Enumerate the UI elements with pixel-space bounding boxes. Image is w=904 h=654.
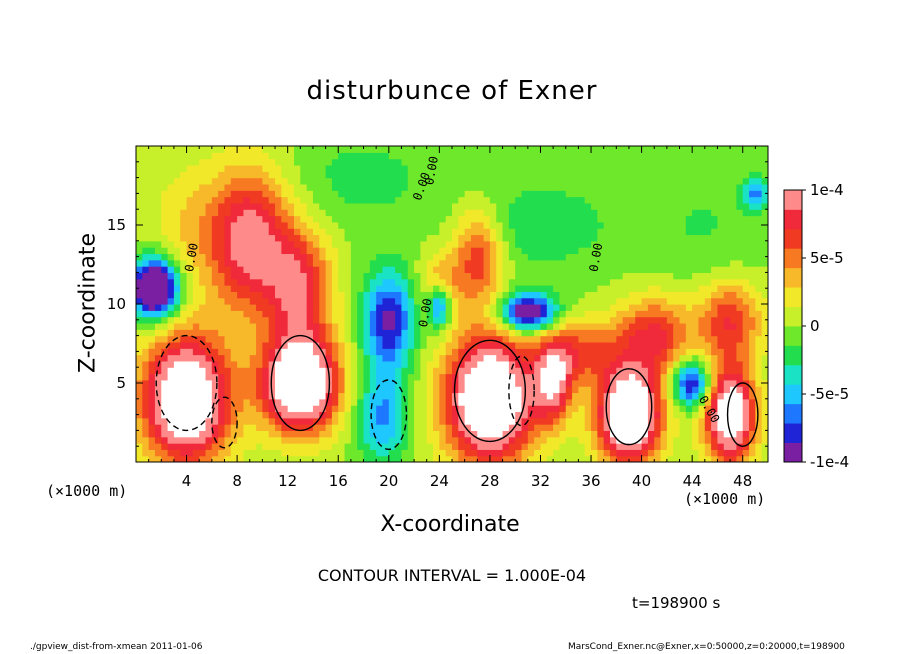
x-tick-label: 24: [430, 472, 449, 490]
footer-left: ./gpview_dist-from-xmean 2011-01-06: [30, 642, 203, 652]
x-tick-label: 8: [232, 472, 242, 490]
x-tick-label: 20: [379, 472, 398, 490]
colorbar-segment: [784, 306, 802, 327]
x-unit-left: (×1000 m): [46, 482, 128, 500]
colorbar-segment: [784, 287, 802, 307]
y-tick-label: 5: [116, 374, 126, 392]
colorbar-tick-label: 1e-4: [810, 181, 844, 199]
chart-title: disturbunce of Exner: [306, 76, 598, 106]
x-tick-label: 4: [182, 472, 192, 490]
colorbar-segment: [784, 364, 802, 385]
x-axis-label: X-coordinate: [380, 512, 520, 537]
contour-label: 0.00: [182, 242, 201, 273]
colorbar-segment: [784, 384, 802, 405]
x-tick-label: 48: [733, 472, 752, 490]
x-tick-label: 12: [278, 472, 297, 490]
colorbar-segment: [784, 209, 802, 230]
colorbar-tick-label: 0: [810, 317, 820, 335]
colorbar-tick-label: -5e-5: [810, 385, 849, 403]
colorbar-segment: [784, 345, 802, 366]
colorbar-segment: [784, 403, 802, 424]
contour-line: [370, 379, 408, 451]
contour-label: 0.00: [416, 297, 435, 328]
colorbar-tick-label: -1e-4: [810, 453, 849, 471]
colorbar-segment: [784, 442, 802, 463]
colorbar: 1e-4 5e-5 0 -5e-5 -1e-4: [783, 181, 849, 471]
contour-line: [270, 334, 331, 432]
colorbar-segment: [784, 423, 802, 443]
colorbar-segment: [784, 228, 802, 249]
x-tick-label: 40: [632, 472, 651, 490]
contour-line: [605, 368, 653, 446]
x-tick-label: 44: [683, 472, 702, 490]
contour-line: [453, 339, 527, 443]
colorbar-tick-label: 5e-5: [810, 249, 844, 267]
contour-interval-label: CONTOUR INTERVAL = 1.000E-04: [317, 566, 587, 585]
contour-label: 0.00: [587, 242, 606, 273]
contour-line: [211, 396, 238, 449]
contour-line: [508, 355, 535, 427]
colorbar-segment: [784, 190, 802, 210]
contour-line: [155, 334, 218, 432]
contour-label: 0.00: [422, 155, 441, 186]
colorbar-segment: [784, 326, 802, 346]
y-tick-label: 10: [107, 295, 126, 313]
colorbar-segment: [784, 248, 802, 269]
x-tick-label: 32: [531, 472, 550, 490]
time-label: t=198900 s: [632, 594, 721, 612]
footer-right: MarsCond_Exner.nc@Exner,x=0:50000,z=0:20…: [568, 642, 845, 652]
x-tick-label: 36: [581, 472, 600, 490]
contour-field: 0.000.000.000.000.000.00: [136, 146, 768, 462]
x-unit-right: (×1000 m): [684, 490, 766, 508]
y-tick-label: 15: [107, 216, 126, 234]
contour-line: [726, 382, 759, 447]
x-tick-label: 16: [329, 472, 348, 490]
x-tick-label: 28: [480, 472, 499, 490]
colorbar-segment: [784, 267, 802, 288]
